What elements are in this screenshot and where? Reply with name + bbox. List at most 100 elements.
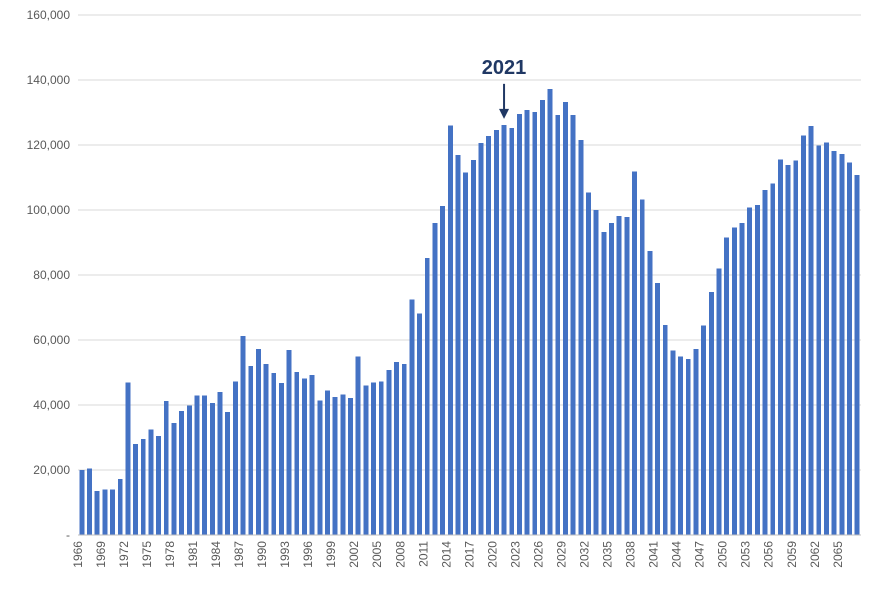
bar [302,378,307,535]
bar [586,192,591,535]
y-tick-label: 120,000 [27,138,71,152]
bar [225,412,230,535]
bar [210,403,215,535]
x-tick-label: 2056 [762,541,776,568]
bar [640,200,645,535]
bar [747,207,752,535]
bar [379,382,384,535]
x-tick-label: 2050 [716,541,730,568]
bar [486,136,491,535]
bar [594,210,599,535]
bar [125,382,130,535]
bar [816,146,821,535]
bar [156,436,161,535]
bar [294,372,299,535]
bar [832,151,837,535]
bar [471,160,476,535]
y-tick-label: 60,000 [33,333,70,347]
bar [141,439,146,535]
bar [694,349,699,535]
bar [509,128,514,535]
bar [717,269,722,536]
bar [110,490,115,536]
bar [271,373,276,535]
bar [763,190,768,535]
bar [425,258,430,535]
bar [118,479,123,535]
bar [325,391,330,535]
bar [647,251,652,535]
x-tick-label: 1969 [94,541,108,568]
bar [317,400,322,535]
bar [525,110,530,535]
bar [172,423,177,535]
bar [786,165,791,535]
x-tick-label: 2032 [577,541,591,568]
bar [256,349,261,535]
bar [563,102,568,535]
bar [778,159,783,535]
bar [793,161,798,535]
x-tick-label: 1996 [301,541,315,568]
bar [532,112,537,535]
x-tick-label: 2002 [347,541,361,568]
x-tick-label: 2041 [647,541,661,568]
x-tick-label: 2017 [462,541,476,568]
bar [655,283,660,535]
bar [409,300,414,535]
bar [363,386,368,536]
bar [809,126,814,535]
bar [386,370,391,535]
bar [179,411,184,535]
bar [218,392,223,535]
x-tick-label: 1975 [140,541,154,568]
x-tick-label: 1987 [232,541,246,568]
bar [233,382,238,535]
bar [494,130,499,535]
bar [540,100,545,535]
x-tick-label: 1981 [186,541,200,568]
y-tick-label: 100,000 [27,203,71,217]
x-tick-label: 2053 [739,541,753,568]
bar [571,115,576,535]
x-tick-label: 2005 [370,541,384,568]
x-tick-label: 1999 [324,541,338,568]
x-tick-label: 2038 [624,541,638,568]
bar [440,206,445,535]
bar [624,217,629,535]
annotation-label: 2021 [482,57,527,79]
bar [333,397,338,535]
bar [394,362,399,535]
bar [195,395,200,535]
bar [824,142,829,535]
bar [801,135,806,535]
bar [502,125,507,535]
bar [402,364,407,535]
bar [287,350,292,535]
bar [340,395,345,535]
x-tick-label: 2035 [601,541,615,568]
bar [855,175,860,535]
x-tick-label: 1993 [278,541,292,568]
x-tick-label: 2065 [831,541,845,568]
bar [148,429,153,535]
bar [456,155,461,535]
bar [755,205,760,535]
bar [356,356,361,535]
bar [701,326,706,535]
x-tick-label: 1984 [209,541,223,568]
bar [187,406,192,535]
x-tick-label: 1966 [71,541,85,568]
bar [164,401,169,535]
x-tick-label: 1990 [255,541,269,568]
y-tick-label: 80,000 [33,268,70,282]
bar [202,395,207,535]
x-tick-label: 2014 [439,541,453,568]
bar [479,143,484,535]
bar [632,172,637,535]
x-tick-label: 1978 [163,541,177,568]
bar [732,228,737,535]
bar [102,490,107,536]
x-tick-label: 2008 [393,541,407,568]
bar [463,172,468,535]
